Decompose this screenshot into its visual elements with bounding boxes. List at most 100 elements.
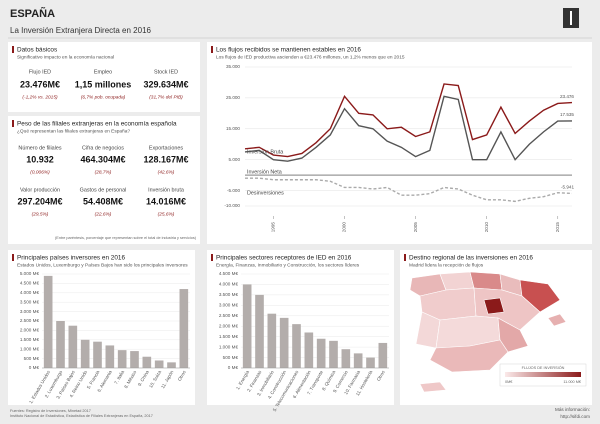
bar — [279, 317, 289, 368]
kpi-label: Número de filiales — [18, 145, 61, 151]
panel-marker — [211, 46, 213, 53]
y-tick-label: 1.000 M€ — [20, 346, 40, 351]
y-tick-label: 500 M€ — [24, 356, 40, 361]
map-region — [469, 271, 503, 291]
bar — [267, 313, 277, 368]
kpi-value: 329.634M€ — [143, 79, 188, 89]
logo-bar — [570, 11, 572, 25]
y-tick-label: 0 M€ — [29, 365, 40, 370]
y-tick-label: 4.500 M€ — [219, 271, 239, 276]
bar — [142, 356, 152, 368]
panel-subtitle: Energía, Finanzas, Inmobiliario y Constr… — [216, 262, 360, 268]
panel-title: Peso de las filiales extranjeras en la e… — [17, 121, 177, 128]
series-label: Desinversiones — [247, 190, 284, 196]
y-tick-label: 3.500 M€ — [219, 292, 239, 297]
x-tick-label: 1995 — [271, 222, 276, 233]
y-tick-label: 3.000 M€ — [219, 303, 239, 308]
y-tick-label: 25.000 — [226, 95, 240, 100]
kpi-note: (31,7% del PIB) — [149, 94, 183, 100]
panel — [8, 42, 200, 112]
y-tick-label: 5.000 M€ — [20, 271, 40, 276]
y-tick-label: -5.000 — [227, 188, 240, 193]
kpi-value: 297.204M€ — [17, 196, 62, 206]
bar — [255, 294, 264, 368]
kpi-note: (22,6%) — [95, 211, 112, 217]
bar — [292, 324, 301, 368]
url: http://sifdi.com — [560, 414, 590, 419]
x-tick-label: 2000 — [342, 222, 347, 233]
y-tick-label: 1.500 M€ — [219, 334, 239, 339]
y-tick-label: 500 M€ — [223, 355, 239, 360]
panel-marker — [12, 46, 14, 53]
series-label: Inversión Neta — [247, 169, 282, 175]
panel-subtitle: ¿Qué representan las filiales extranjera… — [17, 128, 130, 134]
kpi-value: 464.304M€ — [80, 154, 125, 164]
kpi-value: 14.016M€ — [146, 196, 186, 206]
y-tick-label: 1.000 M€ — [219, 344, 239, 349]
more-info: Más información: — [555, 407, 590, 412]
kpi-value: 1,15 millones — [75, 79, 132, 89]
bar — [68, 325, 78, 368]
x-tick-label: 7. Italia — [113, 369, 125, 385]
y-tick-label: 2.000 M€ — [219, 323, 239, 328]
panel-title: Destino regional de las inversiones en 2… — [409, 255, 533, 262]
y-tick-label: 35.000 — [226, 64, 240, 69]
y-tick-label: 4.000 M€ — [219, 282, 239, 287]
kpi-label: Flujo IED — [29, 69, 51, 75]
map-region — [419, 381, 447, 393]
bar — [242, 284, 252, 368]
panel-subtitle: Significativo impacto en la economía nac… — [17, 54, 114, 60]
kpi-label: Valor producción — [20, 187, 60, 193]
bar — [304, 332, 314, 368]
panel-title: Los flujos recibidos se mantienen establ… — [216, 47, 361, 54]
bar — [117, 350, 127, 368]
kpi-label: Exportaciones — [149, 145, 183, 151]
y-tick-label: 3.000 M€ — [20, 309, 40, 314]
panel-marker — [12, 254, 14, 261]
x-tick-label: 2010 — [484, 222, 489, 233]
kpi-note: (6,7% pob. ocupada) — [81, 94, 126, 100]
kpi-note: (28,7%) — [95, 169, 112, 175]
map-region — [439, 271, 475, 291]
panel — [8, 250, 195, 405]
map-region — [497, 317, 529, 353]
legend-scale — [505, 372, 581, 377]
kpi-value: 128.167M€ — [143, 154, 188, 164]
logo — [563, 8, 579, 28]
panel-title: Principales países inversores en 2016 — [17, 255, 125, 262]
bar — [154, 360, 164, 368]
series-label: Inversión Bruta — [247, 149, 283, 155]
panel — [8, 116, 200, 244]
bar — [56, 321, 65, 368]
page-subtitle: La Inversión Extranjera Directa en 2016 — [10, 26, 152, 35]
source: Instituto Nacional de Estadística, Estad… — [10, 414, 153, 418]
panel-marker — [404, 254, 406, 261]
panel-subtitle: Los flujos de IED productiva ascienden a… — [216, 54, 405, 60]
panel-marker — [211, 254, 213, 261]
legend-min: 0M€ — [505, 380, 513, 384]
legend-title: FLUJOS DE INVERSIÓN — [522, 365, 565, 370]
value-label: 23.476 — [560, 94, 574, 99]
bar — [366, 357, 375, 368]
y-tick-label: 2.500 M€ — [20, 318, 40, 323]
y-tick-label: 4.000 M€ — [20, 290, 40, 295]
kpi-note: (42,6%) — [158, 169, 175, 175]
kpi-label: Inversión bruta — [148, 187, 184, 193]
kpi-note: (-1,2% vs. 2015) — [22, 94, 58, 100]
y-tick-label: 15.000 — [226, 126, 240, 131]
series-line — [245, 177, 573, 203]
bar — [130, 351, 139, 368]
bar — [378, 342, 388, 368]
panel-subtitle: Madrid lidera la recepción de flujos — [409, 262, 484, 268]
kpi-label: Stock IED — [154, 69, 178, 75]
bar — [341, 349, 351, 368]
y-tick-label: 1.500 M€ — [20, 337, 40, 342]
y-tick-label: 2.500 M€ — [219, 313, 239, 318]
map-region — [429, 339, 509, 373]
bar — [80, 339, 90, 368]
footnote: (Entre paréntesis, porcentaje que repres… — [55, 236, 197, 240]
kpi-value: 54.408M€ — [83, 196, 123, 206]
kpi-note: (25,6%) — [158, 211, 175, 217]
source: Fuentes: Registro de Inversiones, Mineta… — [10, 409, 91, 413]
